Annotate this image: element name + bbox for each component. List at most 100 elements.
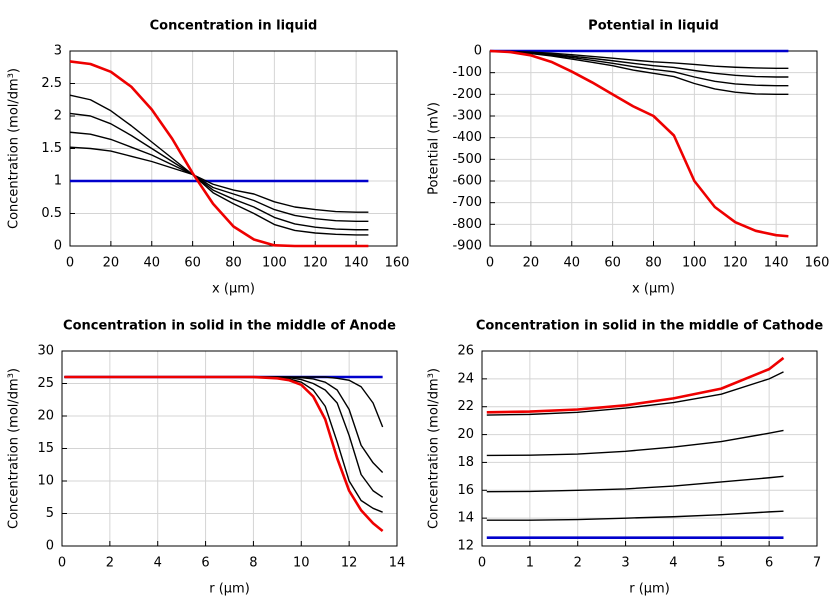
y-tick-label: -300 <box>452 109 482 124</box>
x-tick-label: 120 <box>723 256 748 271</box>
y-tick-label: 0 <box>474 44 482 59</box>
data-line <box>486 475 784 493</box>
x-tick-label: 10 <box>293 556 310 571</box>
y-axis-label: Concentration (mol/dm³) <box>7 368 22 529</box>
chart-title: Potential in liquid <box>588 19 719 34</box>
y-tick-label: -800 <box>452 217 482 232</box>
x-tick-label: 140 <box>764 256 789 271</box>
chart-title: Concentration in solid in the middle of … <box>476 319 824 334</box>
y-tick-label: 0 <box>54 239 62 254</box>
y-tick-label: 2 <box>54 109 62 124</box>
data-line <box>486 356 785 414</box>
x-tick-label: 4 <box>669 556 677 571</box>
y-tick-label: 18 <box>457 455 474 470</box>
y-tick-label: 5 <box>46 506 54 521</box>
y-tick-label: 0.5 <box>41 206 62 221</box>
x-tick-label: 100 <box>682 256 707 271</box>
panel: Concentration in solid in the middle of … <box>7 319 406 597</box>
x-tick-label: 1 <box>526 556 534 571</box>
y-tick-label: 30 <box>37 344 54 359</box>
plot-frame <box>481 350 818 547</box>
x-tick-label: 12 <box>341 556 358 571</box>
x-tick-label: 20 <box>523 256 540 271</box>
x-tick-label: 160 <box>385 256 410 271</box>
x-tick-label: 160 <box>805 256 830 271</box>
x-tick-label: 6 <box>201 556 209 571</box>
y-tick-label: 14 <box>457 511 474 526</box>
plot-frame <box>69 50 398 247</box>
x-tick-label: 140 <box>344 256 369 271</box>
x-tick-label: 0 <box>58 556 66 571</box>
y-tick-label: -400 <box>452 130 482 145</box>
data-line <box>489 50 789 96</box>
y-axis-label: Concentration (mol/dm³) <box>427 368 442 529</box>
y-tick-label: 1.5 <box>41 141 62 156</box>
x-tick-label: 14 <box>389 556 406 571</box>
x-tick-label: 0 <box>66 256 74 271</box>
y-tick-label: -900 <box>452 239 482 254</box>
y-tick-label: 26 <box>457 344 474 359</box>
data-line <box>69 60 369 248</box>
data-line <box>64 375 384 533</box>
plot-frame <box>61 350 398 547</box>
x-tick-label: 120 <box>303 256 328 271</box>
x-tick-label: 7 <box>813 556 821 571</box>
y-tick-label: -100 <box>452 65 482 80</box>
data-line <box>489 49 789 238</box>
y-tick-label: 22 <box>457 399 474 414</box>
x-tick-label: 100 <box>262 256 287 271</box>
x-tick-label: 60 <box>184 256 201 271</box>
x-tick-label: 40 <box>143 256 160 271</box>
x-tick-label: 2 <box>574 556 582 571</box>
data-line <box>486 429 784 457</box>
data-line <box>489 50 789 70</box>
x-tick-label: 4 <box>154 556 162 571</box>
y-tick-label: 20 <box>37 409 54 424</box>
x-tick-label: 80 <box>645 256 662 271</box>
chart-title: Concentration in solid in the middle of … <box>63 319 396 334</box>
data-line <box>486 371 784 416</box>
y-tick-label: 20 <box>457 427 474 442</box>
y-tick-label: 25 <box>37 376 54 391</box>
x-axis-label: x (µm) <box>632 282 675 297</box>
x-tick-label: 40 <box>563 256 580 271</box>
y-tick-label: 3 <box>54 44 62 59</box>
data-line <box>69 112 369 231</box>
y-tick-label: 12 <box>457 539 474 554</box>
x-tick-label: 80 <box>225 256 242 271</box>
y-tick-label: 16 <box>457 483 474 498</box>
x-tick-label: 20 <box>103 256 120 271</box>
y-tick-label: 24 <box>457 371 474 386</box>
y-axis-label: Potential (mV) <box>427 102 442 195</box>
data-line <box>64 376 383 513</box>
data-line <box>69 131 369 222</box>
y-tick-label: -500 <box>452 152 482 167</box>
y-tick-label: -200 <box>452 87 482 102</box>
data-line <box>486 510 784 521</box>
x-axis-label: x (µm) <box>212 282 255 297</box>
y-tick-label: -700 <box>452 195 482 210</box>
x-tick-label: 0 <box>486 256 494 271</box>
x-tick-label: 6 <box>765 556 773 571</box>
chart-title: Concentration in liquid <box>150 19 318 34</box>
y-tick-label: 0 <box>46 539 54 554</box>
data-line <box>64 376 384 474</box>
panel: Concentration in solid in the middle of … <box>427 319 824 597</box>
x-tick-label: 2 <box>106 556 114 571</box>
x-tick-label: 5 <box>717 556 725 571</box>
panel: Potential in liquid 0 20 40 60 80 100 120 140 160… <box>427 19 830 297</box>
y-tick-label: 2.5 <box>41 76 62 91</box>
data-line <box>69 94 369 236</box>
y-axis-label: Concentration (mol/dm³) <box>7 68 22 229</box>
y-tick-label: 10 <box>37 474 54 489</box>
y-tick-label: 15 <box>37 441 54 456</box>
x-tick-label: 3 <box>621 556 629 571</box>
x-axis-label: r (µm) <box>629 582 670 597</box>
data-line <box>69 146 369 213</box>
x-axis-label: r (µm) <box>209 582 250 597</box>
x-tick-label: 8 <box>249 556 257 571</box>
y-tick-label: 1 <box>54 174 62 189</box>
x-tick-label: 60 <box>604 256 621 271</box>
